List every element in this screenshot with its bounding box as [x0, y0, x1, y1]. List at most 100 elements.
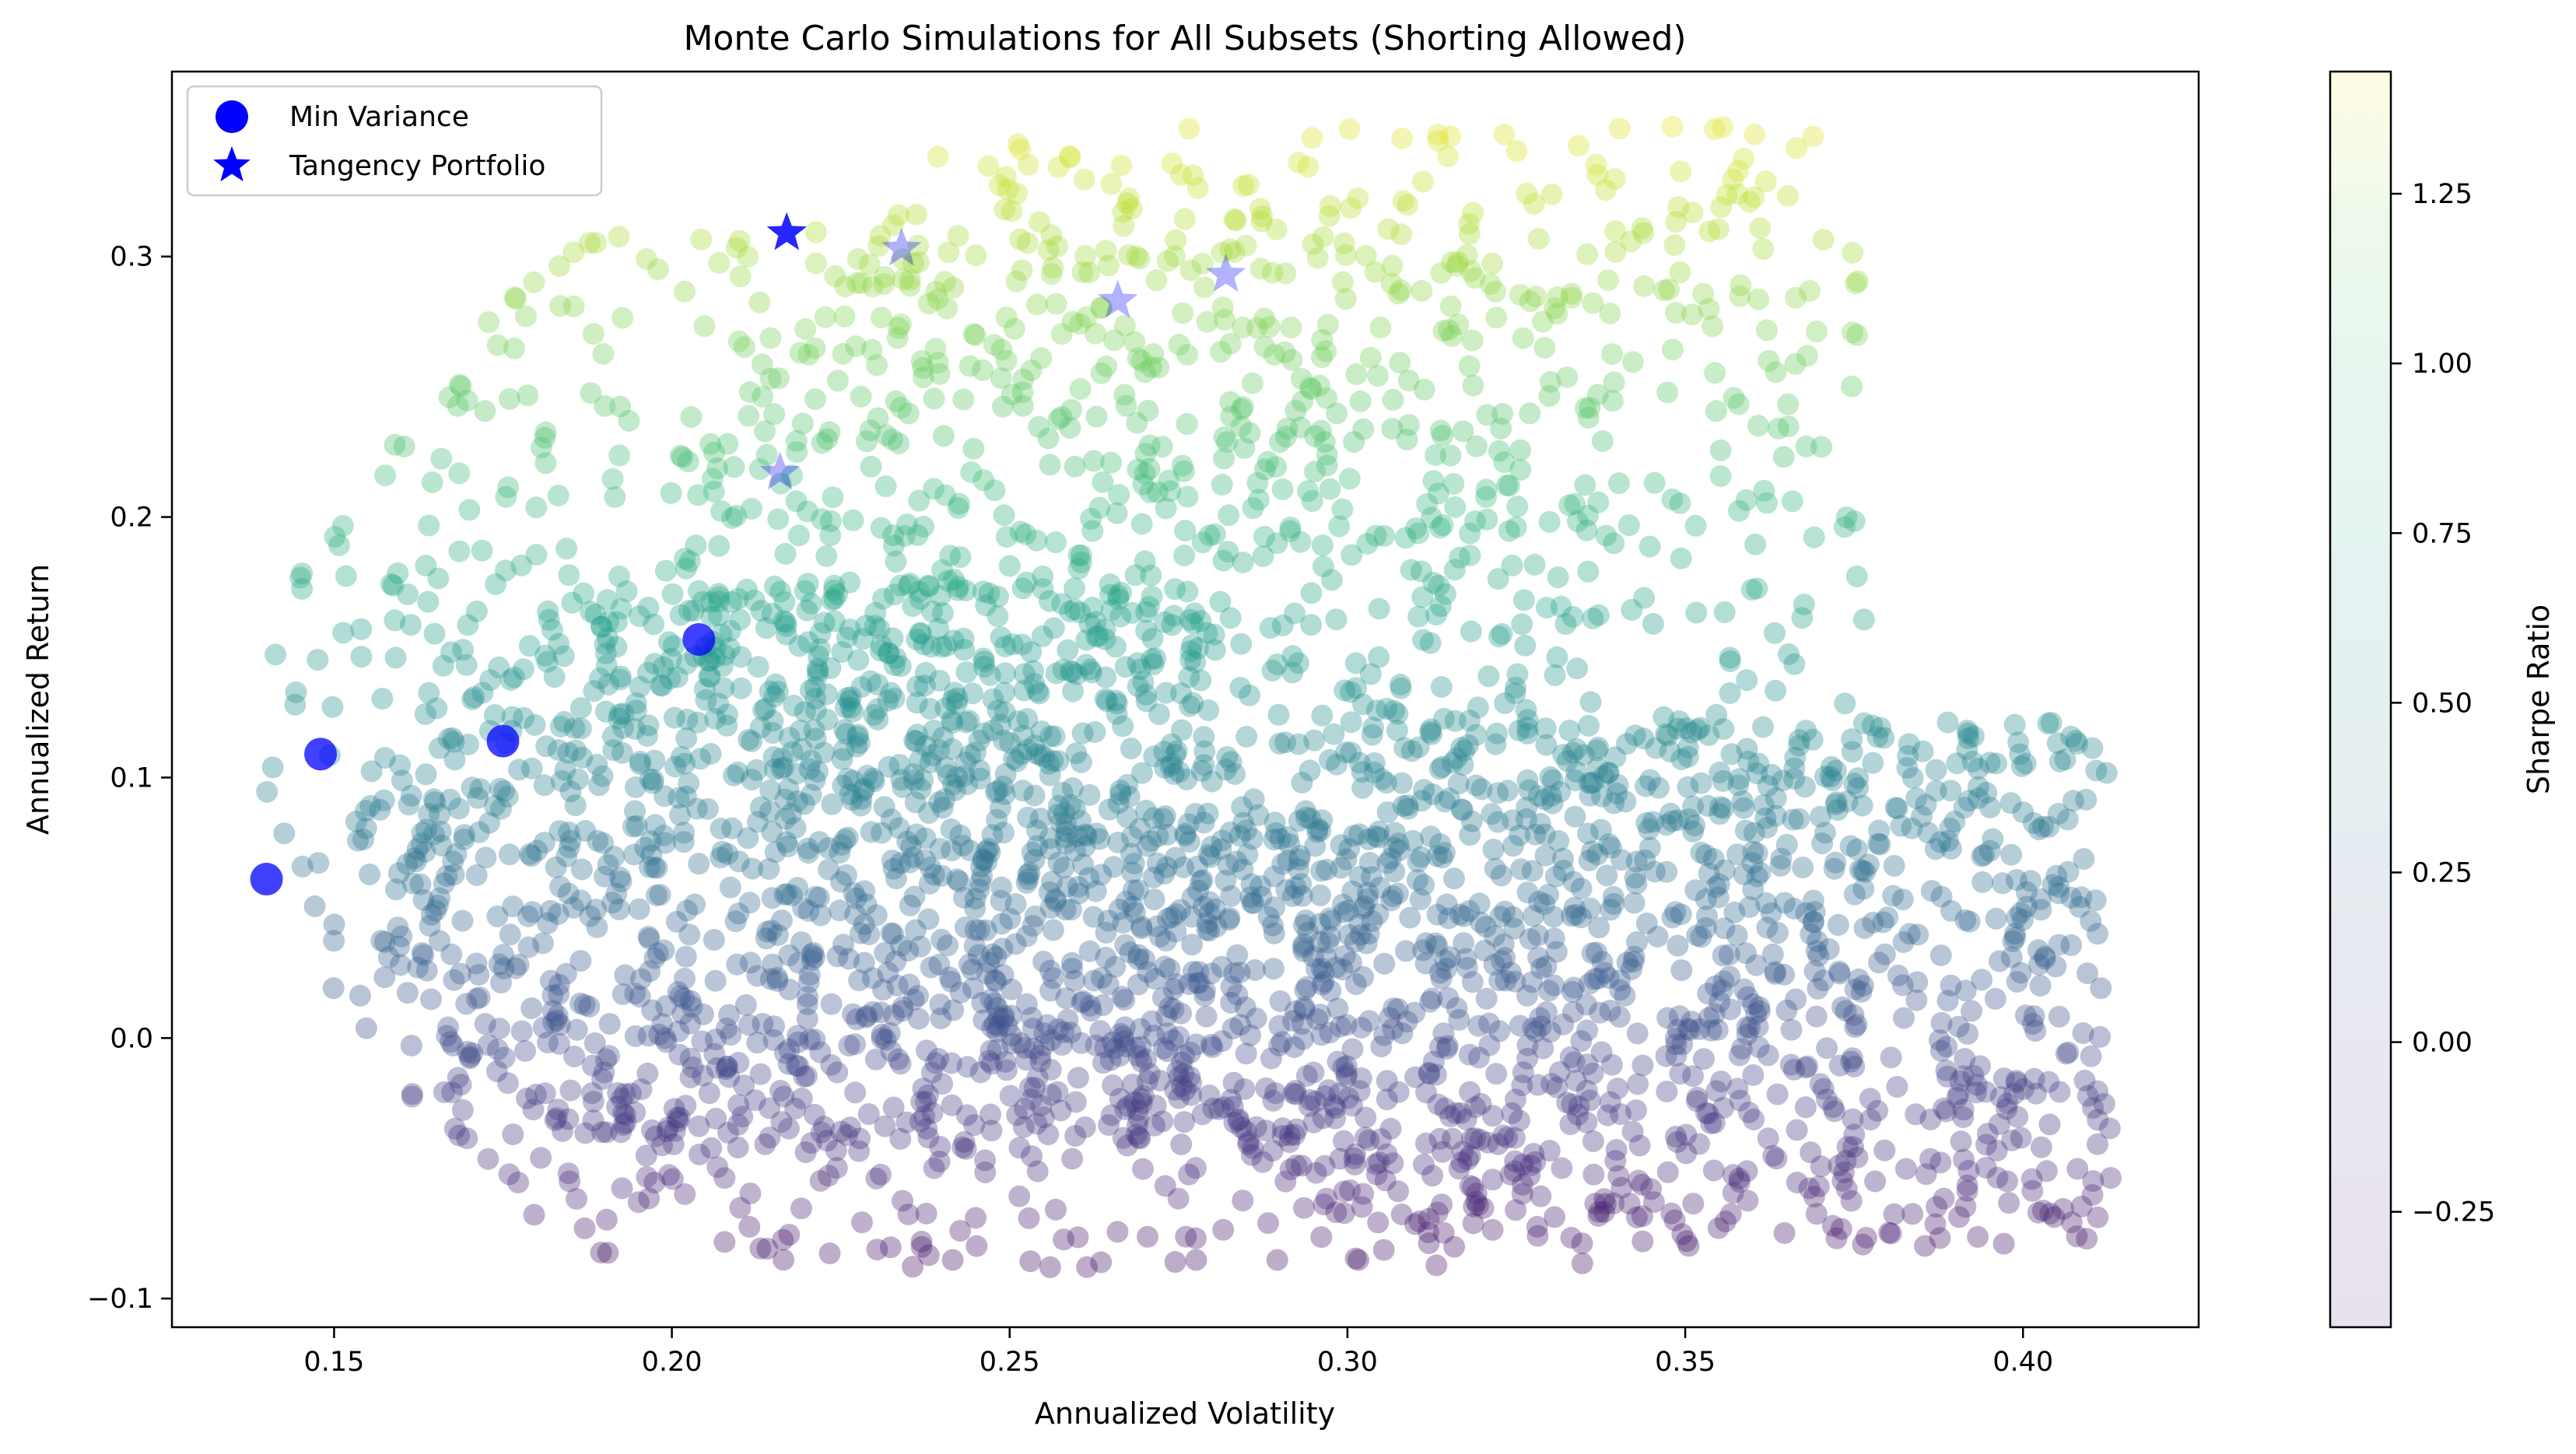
- simulated-portfolio-point: [892, 248, 914, 271]
- simulated-portfolio-point: [906, 723, 929, 746]
- simulated-portfolio-point: [902, 769, 925, 791]
- simulated-portfolio-point: [686, 711, 709, 734]
- simulated-portfolio-point: [916, 1118, 938, 1140]
- simulated-portfolio-point: [1976, 1123, 1999, 1145]
- simulated-portfolio-point: [1783, 898, 1806, 920]
- simulated-portfolio-point: [1546, 303, 1568, 325]
- simulated-portfolio-point: [1734, 819, 1757, 842]
- simulated-portfolio-point: [609, 395, 631, 418]
- simulated-portfolio-point: [725, 504, 748, 527]
- simulated-portfolio-point: [1055, 814, 1078, 836]
- simulated-portfolio-point: [1805, 1005, 1828, 1028]
- simulated-portfolio-point: [704, 707, 727, 730]
- simulated-portfolio-point: [790, 1197, 812, 1220]
- simulated-portfolio-point: [504, 288, 527, 310]
- simulated-portfolio-point: [936, 297, 959, 320]
- simulated-portfolio-point: [1592, 430, 1614, 452]
- simulated-portfolio-point: [948, 492, 970, 515]
- simulated-portfolio-point: [1561, 1001, 1584, 1023]
- simulated-portfolio-point: [1042, 967, 1064, 990]
- simulated-portfolio-point: [931, 797, 954, 819]
- simulated-portfolio-point: [1924, 1213, 1947, 1235]
- simulated-portfolio-point: [1251, 1151, 1274, 1173]
- simulated-portfolio-point: [1469, 1129, 1491, 1151]
- simulated-portfolio-point: [707, 590, 730, 613]
- simulated-portfolio-point: [1526, 1074, 1549, 1096]
- simulated-portfolio-point: [1061, 777, 1084, 799]
- simulated-portfolio-point: [1047, 408, 1070, 430]
- simulated-portfolio-point: [1029, 808, 1052, 830]
- simulated-portfolio-point: [1095, 356, 1118, 377]
- simulated-portfolio-point: [523, 1203, 545, 1226]
- simulated-portfolio-point: [2038, 1113, 2061, 1136]
- simulated-portfolio-point: [766, 681, 789, 703]
- simulated-portfolio-point: [1193, 979, 1216, 1002]
- simulated-portfolio-point: [1700, 1019, 1723, 1042]
- y-tick-label: 0.3: [110, 242, 153, 273]
- simulated-portfolio-point: [2005, 1070, 2028, 1092]
- simulated-portfolio-point: [992, 729, 1015, 752]
- simulated-portfolio-point: [1316, 1187, 1337, 1210]
- simulated-portfolio-point: [1432, 1221, 1455, 1244]
- simulated-portfolio-point: [1491, 622, 1513, 645]
- simulated-portfolio-point: [869, 225, 892, 247]
- simulated-portfolio-point: [937, 764, 959, 787]
- simulated-portfolio-point: [711, 655, 734, 678]
- simulated-portfolio-point: [385, 878, 407, 901]
- simulated-portfolio-point: [929, 838, 952, 860]
- simulated-portfolio-point: [1749, 861, 1772, 884]
- simulated-portfolio-point: [866, 1239, 888, 1261]
- simulated-portfolio-point: [801, 944, 823, 966]
- simulated-portfolio-point: [912, 356, 934, 379]
- simulated-portfolio-point: [804, 727, 827, 750]
- simulated-portfolio-point: [706, 457, 729, 479]
- simulated-portfolio-point: [1806, 930, 1828, 953]
- simulated-portfolio-point: [465, 952, 488, 975]
- simulated-portfolio-point: [887, 1048, 909, 1070]
- simulated-portfolio-point: [1311, 534, 1334, 556]
- simulated-portfolio-point: [931, 559, 953, 581]
- simulated-portfolio-point: [1880, 1222, 1902, 1245]
- simulated-portfolio-point: [1435, 958, 1457, 980]
- simulated-portfolio-point: [1527, 946, 1550, 969]
- simulated-portfolio-point: [1277, 850, 1299, 872]
- x-tick-label: 0.35: [1655, 1347, 1716, 1378]
- simulated-portfolio-point: [401, 1085, 423, 1108]
- simulated-portfolio-point: [1912, 740, 1934, 762]
- simulated-portfolio-point: [674, 752, 696, 775]
- simulated-portfolio-point: [861, 967, 884, 990]
- simulated-portfolio-point: [855, 893, 878, 916]
- simulated-portfolio-point: [1954, 909, 1977, 931]
- simulated-portfolio-point: [1217, 853, 1239, 876]
- simulated-portfolio-point: [1455, 1109, 1477, 1130]
- simulated-portfolio-point: [906, 629, 928, 651]
- simulated-portfolio-point: [1516, 182, 1538, 205]
- simulated-portfolio-point: [752, 385, 774, 408]
- simulated-portfolio-point: [1295, 909, 1317, 931]
- simulated-portfolio-point: [1371, 768, 1393, 790]
- simulated-portfolio-point: [797, 971, 820, 993]
- simulated-portfolio-point: [800, 592, 822, 615]
- simulated-portfolio-point: [548, 983, 570, 1005]
- simulated-portfolio-point: [1280, 317, 1302, 339]
- simulated-portfolio-point: [1274, 426, 1297, 448]
- simulated-portfolio-point: [1601, 1053, 1623, 1076]
- simulated-portfolio-point: [1671, 1223, 1694, 1246]
- simulated-portfolio-point: [1064, 797, 1086, 820]
- simulated-portfolio-point: [1689, 716, 1712, 739]
- simulated-portfolio-point: [1278, 1131, 1301, 1154]
- simulated-portfolio-point: [1126, 245, 1148, 268]
- simulated-portfolio-point: [968, 919, 990, 941]
- simulated-portfolio-point: [1564, 769, 1586, 792]
- simulated-portfolio-point: [661, 583, 684, 605]
- simulated-portfolio-point: [1368, 1151, 1390, 1174]
- simulated-portfolio-point: [1124, 1037, 1147, 1059]
- simulated-portfolio-point: [1245, 1007, 1267, 1030]
- simulated-portfolio-point: [1512, 589, 1535, 611]
- simulated-portfolio-point: [2043, 1206, 2066, 1228]
- simulated-portfolio-point: [1223, 241, 1246, 264]
- simulated-portfolio-point: [865, 904, 888, 927]
- simulated-portfolio-point: [1219, 391, 1242, 413]
- simulated-portfolio-point: [1621, 351, 1644, 373]
- simulated-portfolio-point: [820, 1053, 843, 1076]
